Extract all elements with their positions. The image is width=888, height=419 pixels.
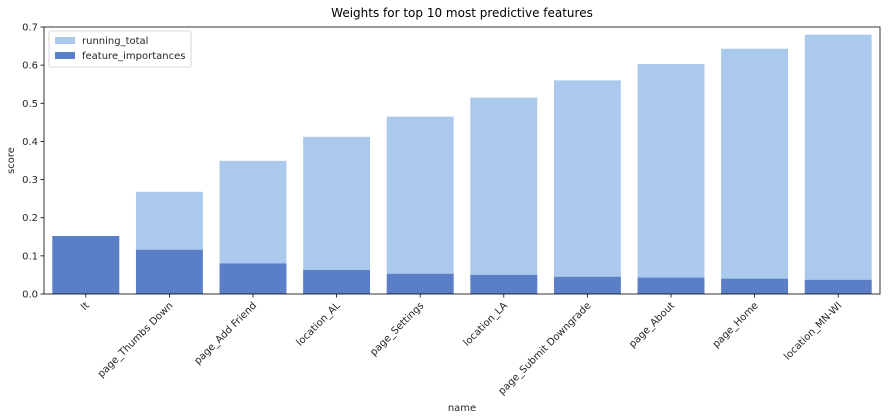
y-axis-label: score <box>6 147 17 174</box>
running-total-bars <box>52 34 872 295</box>
legend-box <box>48 30 192 68</box>
bar-feature-importances-1 <box>135 249 203 294</box>
bar-running-total-5 <box>470 97 538 294</box>
bar-running-total-4 <box>386 116 454 294</box>
y-tick-label: 0.1 <box>22 251 38 262</box>
bar-running-total-6 <box>553 80 621 295</box>
y-tick-label: 0.7 <box>22 23 38 34</box>
bar-feature-importances-5 <box>470 274 538 294</box>
x-tick-label: page_Thumbs Down <box>96 300 176 380</box>
bar-feature-importances-4 <box>386 273 454 294</box>
bar-feature-importances-9 <box>804 279 872 294</box>
bar-feature-importances-2 <box>219 263 287 294</box>
x-tick-label: location_LA <box>462 300 510 348</box>
x-tick-label: location_AL <box>295 300 343 348</box>
y-tick-label: 0.6 <box>22 61 38 72</box>
y-tick-label: 0.5 <box>22 99 38 110</box>
bar-feature-importances-8 <box>721 278 789 294</box>
legend-label-feature-importances: feature_importances <box>82 51 185 62</box>
bar-feature-importances-7 <box>637 277 705 294</box>
legend-label-running-total: running_total <box>82 36 148 47</box>
y-tick-label: 0.3 <box>22 175 38 186</box>
x-tick-label: location_MN-WI <box>782 300 844 362</box>
plot-frame <box>43 26 881 295</box>
bar-feature-importances-3 <box>303 269 371 294</box>
y-tick-label: 0.2 <box>22 213 38 224</box>
bar-feature-importances-6 <box>553 276 621 294</box>
legend-swatch-feature-importances <box>55 52 75 59</box>
feature-importance-bars <box>52 236 872 294</box>
y-tick-label: 0.0 <box>22 290 38 301</box>
legend: running_total feature_importances <box>48 30 192 68</box>
x-tick-label: page_Submit Downgrade <box>497 300 594 397</box>
y-tick-label: 0.4 <box>22 137 38 148</box>
chart-title: Weights for top 10 most predictive featu… <box>331 6 593 20</box>
x-tick-label: page_Add Friend <box>192 300 259 367</box>
bar-running-total-7 <box>637 63 705 295</box>
x-tick-label: page_Settings <box>368 300 426 358</box>
x-tick-label: page_Home <box>711 300 761 350</box>
y-axis: 0.0 0.1 0.2 0.3 0.4 0.5 0.6 0.7 <box>22 23 44 301</box>
x-tick-label: page_About <box>627 300 677 350</box>
x-axis-label: name <box>448 403 476 414</box>
x-axis: lt page_Thumbs Down page_Add Friend locatio… <box>79 294 844 397</box>
legend-swatch-running-total <box>55 37 75 44</box>
bar-running-total-8 <box>721 48 789 295</box>
bar-running-total-9 <box>804 34 872 294</box>
bar-feature-importances-0 <box>52 236 120 294</box>
x-tick-label: lt <box>79 300 92 313</box>
bar-running-total-3 <box>303 136 371 294</box>
